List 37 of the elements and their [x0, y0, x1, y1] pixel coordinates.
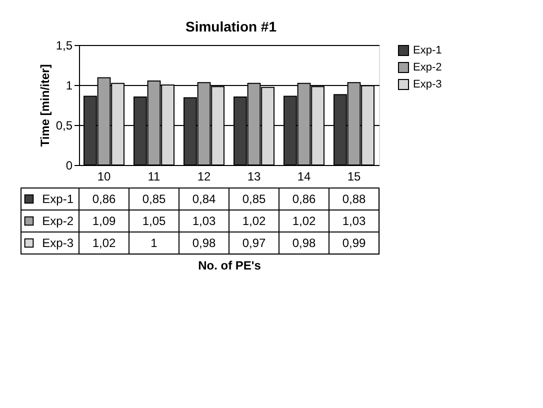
y-tick-label: 0,5	[56, 118, 73, 132]
x-tick-label: 13	[247, 170, 261, 184]
data-label: 0,85	[142, 192, 166, 206]
legend-label: Exp-2	[413, 62, 442, 74]
text: Exp-1	[413, 44, 442, 56]
x-tick-label: 15	[347, 170, 361, 184]
x-tick-label: 14	[297, 170, 311, 184]
y-tick-label: 0	[66, 158, 73, 172]
data-label: 0,98	[192, 236, 216, 250]
text: No. of PE's	[198, 258, 262, 272]
data-label: 0,99	[342, 236, 366, 250]
data-label: 1,02	[242, 214, 266, 228]
chart-title: Simulation #1	[185, 18, 277, 34]
data-label: 0,84	[192, 192, 216, 206]
data-label: 1,03	[192, 214, 216, 228]
y-tick-label: 1,5	[56, 38, 73, 52]
data-label: 0,86	[92, 192, 116, 206]
legend-label: Exp-3	[413, 78, 442, 90]
data-label: 1,02	[92, 236, 116, 250]
data-label: 1,05	[142, 214, 166, 228]
x-tick-label: 10	[97, 170, 111, 184]
x-tick-label: 12	[197, 170, 211, 184]
data-label: 1,09	[92, 214, 116, 228]
data-label: 1,02	[292, 214, 316, 228]
text: Exp-3	[42, 236, 74, 250]
data-label: 0,85	[242, 192, 266, 206]
legend-label: Exp-1	[42, 192, 74, 206]
data-label: 0,98	[292, 236, 316, 250]
data-label: 1,03	[342, 214, 366, 228]
data-label: 0,88	[342, 192, 366, 206]
x-tick-label: 11	[148, 170, 161, 184]
data-label: 0,86	[292, 192, 316, 206]
y-tick-label: 1	[66, 78, 73, 92]
y-axis-title: Time [min/iter]	[38, 64, 52, 147]
data-label: 0,97	[242, 236, 266, 250]
text: Exp-2	[42, 214, 74, 228]
data-label: 1	[150, 236, 158, 250]
